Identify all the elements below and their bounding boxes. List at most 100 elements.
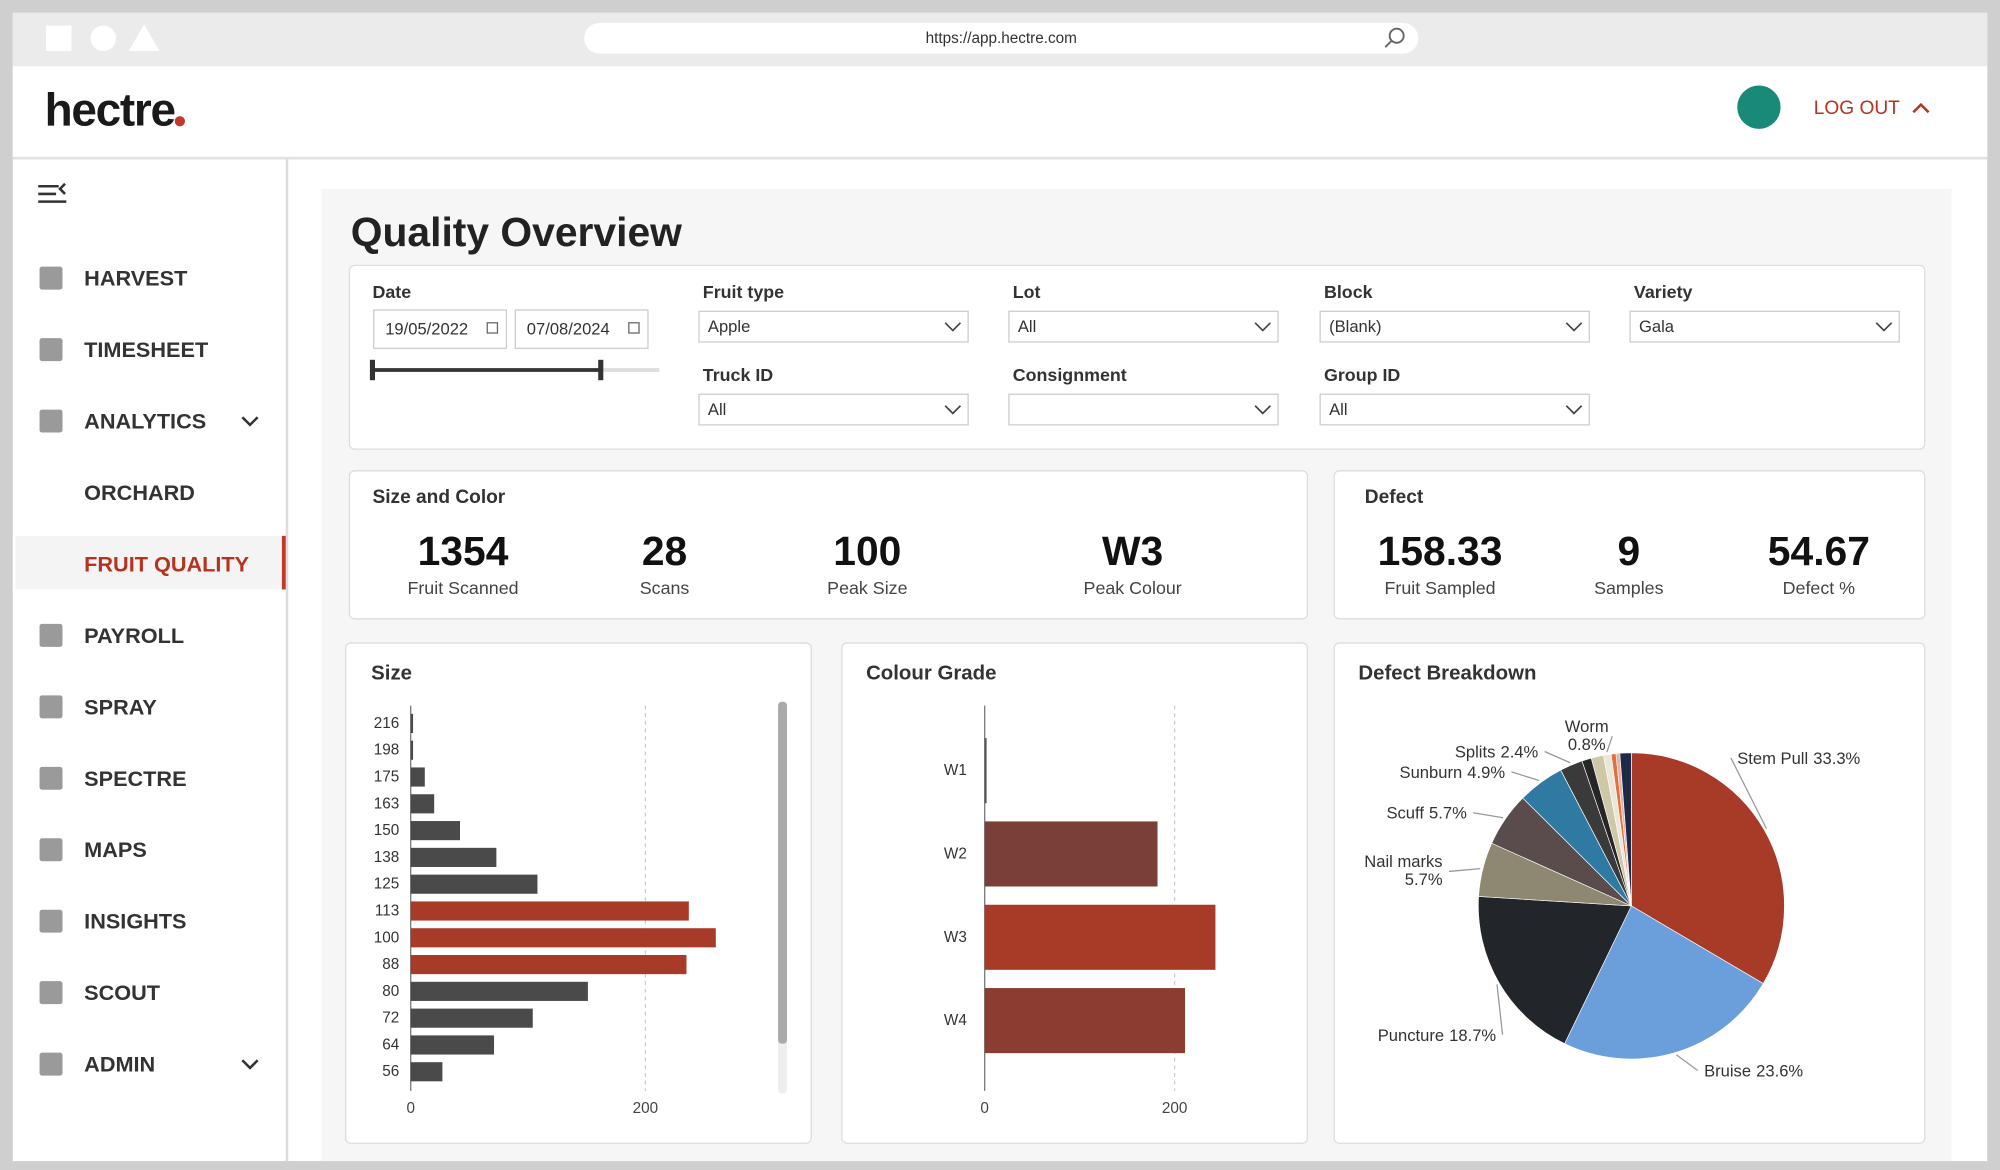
nav-label: HARVEST bbox=[84, 266, 187, 291]
calendar-icon[interactable] bbox=[486, 322, 499, 334]
x-tick-label: 200 bbox=[633, 1100, 659, 1117]
pie-label-value: 2.4% bbox=[1500, 742, 1538, 761]
y-tick-label: W3 bbox=[944, 929, 967, 946]
dropdown-value: All bbox=[1018, 317, 1036, 336]
nav-label: SPECTRE bbox=[84, 766, 186, 791]
dropdown[interactable] bbox=[1629, 310, 1900, 343]
nav-icon bbox=[39, 695, 63, 719]
nav-active-bar bbox=[281, 535, 286, 590]
nav-chevron bbox=[241, 416, 259, 427]
nav-item[interactable]: ANALYTICS bbox=[39, 409, 259, 434]
nav-item[interactable]: SCOUT bbox=[39, 980, 160, 1005]
y-tick-label: 72 bbox=[382, 1010, 399, 1027]
date-input[interactable] bbox=[514, 309, 649, 349]
y-tick-label: 56 bbox=[382, 1063, 399, 1080]
x-tick-label: 0 bbox=[406, 1100, 415, 1117]
url-bar[interactable] bbox=[584, 22, 1419, 54]
dropdown-chevron bbox=[1875, 322, 1893, 332]
stat-value: W3 bbox=[1102, 528, 1163, 574]
nav-item[interactable]: ADMIN bbox=[39, 1052, 259, 1077]
y-tick-label: W2 bbox=[944, 845, 967, 862]
filter-label: Fruit type bbox=[703, 282, 784, 302]
search-icon[interactable] bbox=[1384, 27, 1405, 48]
charts: 0 200 216 198 175 163 150 138 125 113 100 88 80 72 64 5… bbox=[374, 705, 1861, 1117]
filter-label: Truck ID bbox=[703, 365, 774, 385]
pie-label: Nail marks 5.7% bbox=[1364, 852, 1443, 889]
y-tick-label: 198 bbox=[374, 742, 400, 759]
bar bbox=[984, 988, 1186, 1054]
x-tick-label: 0 bbox=[980, 1100, 989, 1117]
nav-item[interactable]: HARVEST bbox=[39, 266, 188, 291]
menu-toggle[interactable] bbox=[38, 182, 67, 203]
leader-line bbox=[1606, 735, 1613, 753]
nav-item[interactable]: ORCHARD bbox=[84, 480, 195, 505]
slider-handle[interactable] bbox=[598, 359, 604, 381]
stat-value: 28 bbox=[642, 528, 687, 574]
bar bbox=[410, 847, 497, 867]
nav-item[interactable]: FRUIT QUALITY bbox=[15, 535, 286, 590]
calendar-icon[interactable] bbox=[628, 322, 640, 334]
y-tick-label: 216 bbox=[374, 715, 400, 732]
nav-label: MAPS bbox=[84, 837, 147, 862]
dropdown-chevron bbox=[1565, 405, 1583, 415]
pie-label: Splits 2.4% bbox=[1455, 742, 1539, 761]
pie-label-category: Puncture bbox=[1378, 1025, 1444, 1044]
dropdown[interactable] bbox=[698, 310, 969, 343]
filter-label: Group ID bbox=[1324, 365, 1400, 385]
nav-chevron bbox=[241, 1059, 259, 1070]
nav-icon bbox=[39, 409, 63, 433]
logout-button[interactable]: LOG OUT bbox=[1814, 98, 1900, 119]
nav-icon bbox=[39, 266, 63, 290]
slider-handle[interactable] bbox=[369, 359, 375, 381]
nav-label: PAYROLL bbox=[84, 623, 184, 648]
bar bbox=[984, 904, 1216, 970]
stats: 1354 Fruit Scanned 28 Scans 100 Peak Size W3 Pe… bbox=[407, 528, 1869, 598]
dropdown[interactable] bbox=[698, 393, 969, 426]
pie-label-value: 5.7% bbox=[1429, 803, 1467, 822]
pie-label: Stem Pull 33.3% bbox=[1737, 748, 1860, 767]
date-to: 07/08/2024 bbox=[527, 320, 610, 339]
date-input[interactable] bbox=[373, 309, 508, 349]
leader-line bbox=[1473, 812, 1504, 819]
bar bbox=[410, 874, 538, 894]
dropdown[interactable] bbox=[1008, 393, 1279, 426]
bar bbox=[410, 821, 461, 841]
nav-label: ANALYTICS bbox=[84, 409, 206, 434]
pie-label: Worm 0.8% bbox=[1565, 716, 1609, 753]
chart-title: Defect Breakdown bbox=[1358, 663, 1536, 685]
dropdown[interactable] bbox=[1008, 310, 1279, 343]
window-icon bbox=[128, 24, 160, 52]
bar bbox=[410, 1035, 495, 1055]
bar bbox=[410, 740, 414, 760]
logo[interactable]: hectre bbox=[45, 84, 176, 136]
nav-icon bbox=[39, 338, 63, 362]
card-title: Defect bbox=[1365, 487, 1424, 508]
leader-line bbox=[1448, 868, 1481, 873]
nav-label: SCOUT bbox=[84, 980, 160, 1005]
nav-item[interactable]: SPRAY bbox=[39, 694, 158, 719]
y-tick-label: W1 bbox=[944, 762, 967, 779]
collapse-caret[interactable] bbox=[1912, 102, 1930, 114]
sidebar-nav: HARVEST TIMESHEET ANALYTICS ORCHARD FRUIT QU… bbox=[15, 266, 286, 1077]
y-tick-label: 100 bbox=[374, 929, 400, 946]
nav-item[interactable]: PAYROLL bbox=[39, 623, 185, 648]
dropdown[interactable] bbox=[1319, 393, 1590, 426]
pie-label-category: Stem Pull bbox=[1737, 748, 1808, 767]
nav-item[interactable]: INSIGHTS bbox=[39, 909, 187, 934]
bar bbox=[410, 794, 435, 814]
nav-item[interactable]: SPECTRE bbox=[39, 766, 187, 791]
window-icon bbox=[45, 25, 72, 52]
nav-item[interactable]: TIMESHEET bbox=[39, 337, 209, 362]
pie-label-category: Worm bbox=[1565, 716, 1609, 735]
avatar[interactable] bbox=[1737, 85, 1781, 129]
nav-item[interactable]: MAPS bbox=[39, 837, 147, 862]
bar bbox=[984, 738, 987, 804]
filter-label: Date bbox=[372, 282, 411, 302]
dropdown[interactable] bbox=[1319, 310, 1590, 343]
pie-label-category: Nail marks bbox=[1364, 852, 1442, 871]
scrollbar-thumb[interactable] bbox=[778, 701, 787, 1044]
logo-dot bbox=[174, 116, 185, 127]
stat-value: 100 bbox=[833, 528, 901, 574]
defect-card bbox=[1333, 470, 1926, 620]
